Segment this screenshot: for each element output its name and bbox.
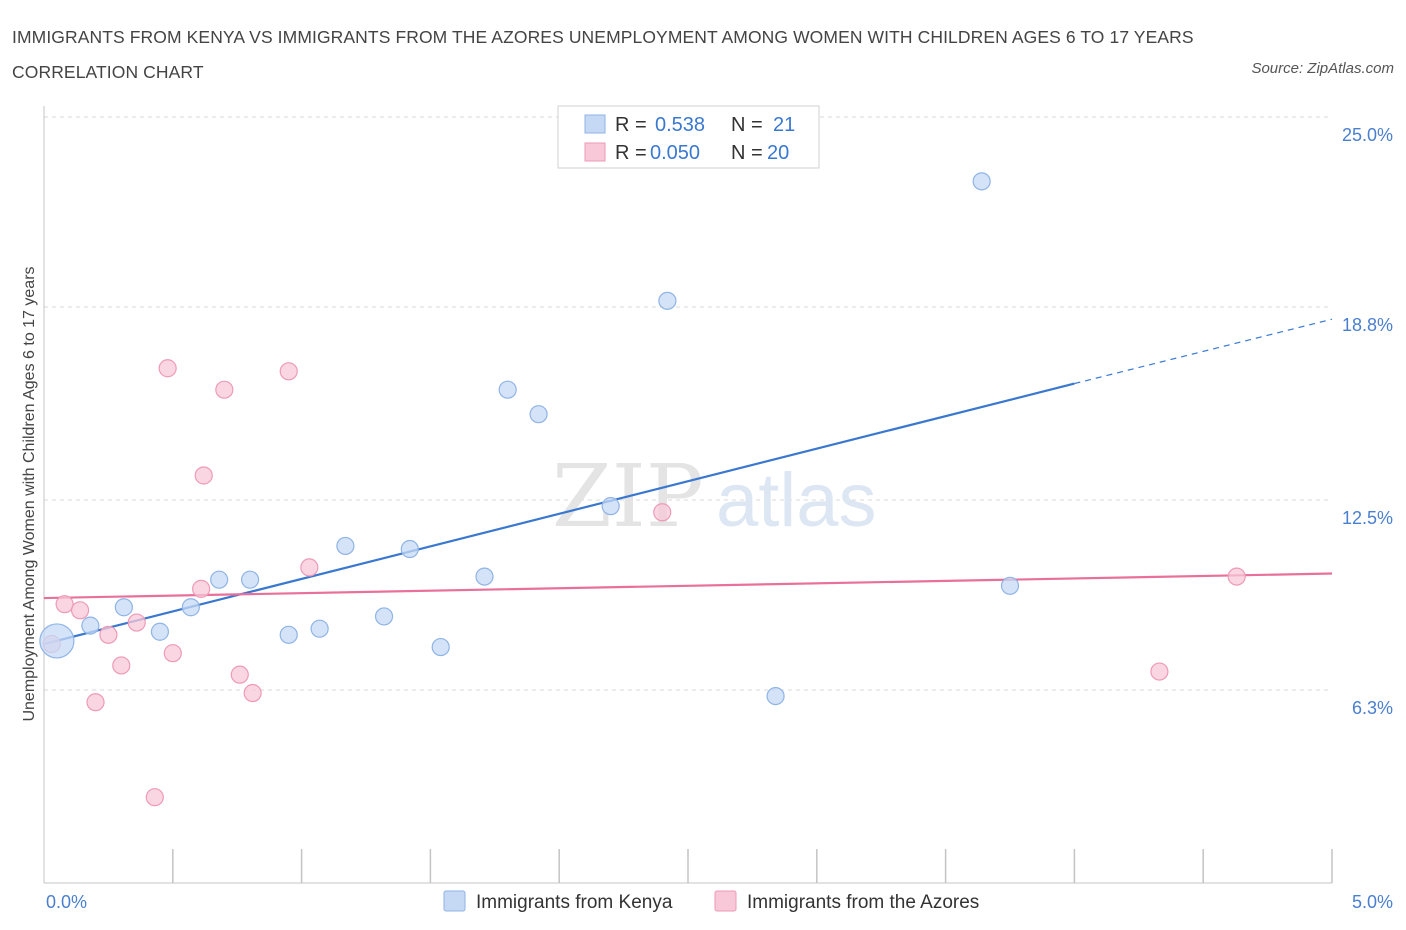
trend-layer [43,318,1333,646]
data-point-azores [158,359,177,378]
data-point-kenya [310,619,329,638]
data-point-kenya [475,567,494,586]
series-legend: Immigrants from Kenya Immigrants from th… [443,890,979,913]
data-point-kenya [114,598,133,617]
data-point-kenya [150,622,170,641]
data-point-kenya [400,539,419,559]
legend-azores-n-label: N = [731,142,763,164]
data-point-azores [192,579,211,598]
legend-kenya-swatch [584,114,606,134]
data-point-azores [70,601,90,620]
data-point-azores [279,362,298,381]
data-point-kenya [972,172,991,191]
data-point-kenya [1000,576,1020,595]
data-point-kenya [601,497,620,516]
source-credit: Source: ZipAtlas.com [1251,60,1394,77]
data-point-azores [300,558,319,577]
data-point-azores [163,644,182,663]
watermark: ZIP atlas [552,447,877,547]
y-tick-label: 6.3% [1352,698,1393,718]
data-point-kenya [529,405,548,424]
chart-title: IMMIGRANTS FROM KENYA VS IMMIGRANTS FROM… [12,27,1194,82]
data-point-kenya [336,536,355,556]
legend-kenya-n-label: N = [731,114,763,136]
y-tick-label: 12.5% [1342,508,1393,528]
data-point-azores [243,683,262,703]
point-layer [39,172,1246,807]
data-point-kenya [658,291,677,310]
legend-azores-swatch [584,142,606,162]
data-point-azores [112,656,131,675]
data-point-kenya [181,598,200,617]
data-point-kenya [81,616,100,635]
bottom-legend-azores-label: Immigrants from the Azores [747,892,979,913]
x-tick-label-max: 5.0% [1352,892,1393,912]
data-point-azores [653,503,672,522]
bottom-legend-kenya-label: Immigrants from Kenya [476,892,673,913]
legend-kenya-n-value: 21 [773,114,795,136]
correlation-legend: R = 0.538 N = 21 R = 0.050 N = 20 [557,105,820,169]
data-point-kenya [374,607,394,626]
watermark-atlas: atlas [716,458,877,543]
grid-layer [44,116,1332,691]
data-point-azores [99,625,118,644]
data-point-kenya [279,625,298,644]
data-point-kenya [766,686,785,706]
trend-line-kenya [43,382,1075,646]
data-point-azores [1227,567,1246,586]
legend-azores-r-value: 0.050 [650,142,700,164]
y-tick-label: 25.0% [1342,125,1393,145]
data-point-azores [86,693,105,712]
data-point-azores [230,665,249,684]
data-point-kenya [431,637,450,657]
trend-line-azores [43,572,1333,600]
data-point-kenya [498,380,517,399]
axis-layer [43,106,1333,884]
data-point-kenya [240,570,260,589]
y-axis-label: Unemployment Among Women with Children A… [21,266,38,721]
data-point-azores [215,380,234,399]
trend-line-kenya-extension [1074,318,1333,385]
bottom-legend-azores-swatch [714,890,737,912]
bottom-legend-kenya-swatch [443,890,466,912]
data-point-kenya [39,623,75,659]
legend-kenya-r-value: 0.538 [655,114,705,136]
y-tick-label: 18.8% [1342,315,1393,335]
data-point-kenya [210,570,229,589]
data-point-azores [127,613,146,632]
legend-azores-r-label: R = [615,142,647,164]
data-point-azores [194,466,213,485]
data-point-azores [1150,662,1169,681]
x-tick-label-min: 0.0% [46,892,87,912]
data-point-azores [145,788,164,807]
legend-azores-n-value: 20 [767,142,789,164]
data-point-azores [55,595,74,614]
legend-kenya-r-label: R = [615,114,647,136]
y-tick-labels: 6.3% 12.5% 18.8% 25.0% [1342,125,1393,718]
